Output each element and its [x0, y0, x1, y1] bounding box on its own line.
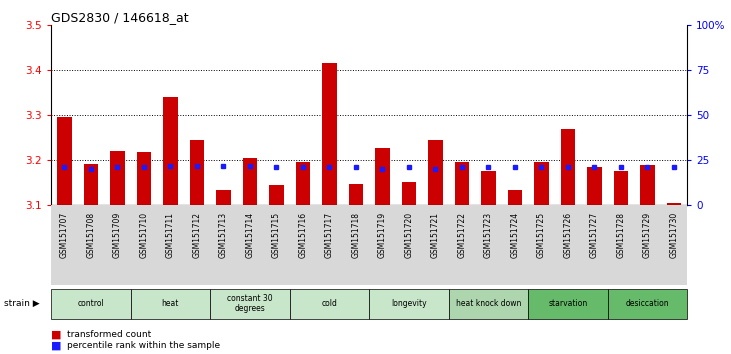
Text: GSM151708: GSM151708 [86, 212, 96, 258]
Text: GSM151718: GSM151718 [352, 212, 360, 258]
Text: GSM151716: GSM151716 [298, 212, 308, 258]
Bar [561, 129, 575, 205]
Bar [243, 158, 257, 205]
Text: desiccation: desiccation [626, 299, 669, 308]
Text: GSM151712: GSM151712 [192, 212, 202, 258]
Bar [216, 189, 231, 205]
Bar [322, 63, 337, 205]
Text: heat knock down: heat knock down [455, 299, 521, 308]
Bar [534, 162, 549, 205]
Text: longevity: longevity [391, 299, 427, 308]
Bar [375, 148, 390, 205]
Text: GSM151709: GSM151709 [113, 212, 122, 258]
Text: strain ▶: strain ▶ [4, 299, 39, 308]
Bar [57, 117, 72, 205]
Bar [349, 184, 363, 205]
Bar [163, 97, 178, 205]
Bar [455, 162, 469, 205]
Text: GSM151721: GSM151721 [431, 212, 440, 258]
Bar [587, 167, 602, 205]
Text: GSM151722: GSM151722 [458, 212, 466, 258]
Text: percentile rank within the sample: percentile rank within the sample [67, 341, 220, 350]
Bar [189, 140, 204, 205]
Text: GSM151719: GSM151719 [378, 212, 387, 258]
Text: GSM151727: GSM151727 [590, 212, 599, 258]
Bar [137, 152, 151, 205]
Text: ■: ■ [51, 330, 65, 339]
Text: GSM151725: GSM151725 [537, 212, 546, 258]
Text: GSM151717: GSM151717 [325, 212, 334, 258]
Bar [83, 164, 98, 205]
Text: constant 30
degrees: constant 30 degrees [227, 294, 273, 313]
Text: cold: cold [322, 299, 337, 308]
Text: GSM151723: GSM151723 [484, 212, 493, 258]
Text: ■: ■ [51, 340, 65, 350]
Text: starvation: starvation [548, 299, 588, 308]
Bar [640, 165, 655, 205]
Bar [110, 151, 125, 205]
Text: GSM151726: GSM151726 [564, 212, 572, 258]
Text: GDS2830 / 146618_at: GDS2830 / 146618_at [51, 11, 189, 24]
Bar [428, 140, 443, 205]
Text: GSM151714: GSM151714 [246, 212, 254, 258]
Text: GSM151713: GSM151713 [219, 212, 228, 258]
Text: GSM151720: GSM151720 [404, 212, 414, 258]
Bar [507, 189, 522, 205]
Text: GSM151707: GSM151707 [60, 212, 69, 258]
Text: heat: heat [162, 299, 179, 308]
Bar [295, 162, 310, 205]
Text: GSM151715: GSM151715 [272, 212, 281, 258]
Bar [613, 171, 628, 205]
Text: GSM151724: GSM151724 [510, 212, 520, 258]
Text: GSM151729: GSM151729 [643, 212, 652, 258]
Text: control: control [77, 299, 105, 308]
Bar [401, 182, 416, 205]
Bar [667, 203, 681, 205]
Text: GSM151710: GSM151710 [140, 212, 148, 258]
Bar [269, 185, 284, 205]
Bar [481, 171, 496, 205]
Text: transformed count: transformed count [67, 330, 151, 339]
Text: GSM151711: GSM151711 [166, 212, 175, 258]
Text: GSM151728: GSM151728 [616, 212, 626, 258]
Text: GSM151730: GSM151730 [670, 212, 678, 258]
